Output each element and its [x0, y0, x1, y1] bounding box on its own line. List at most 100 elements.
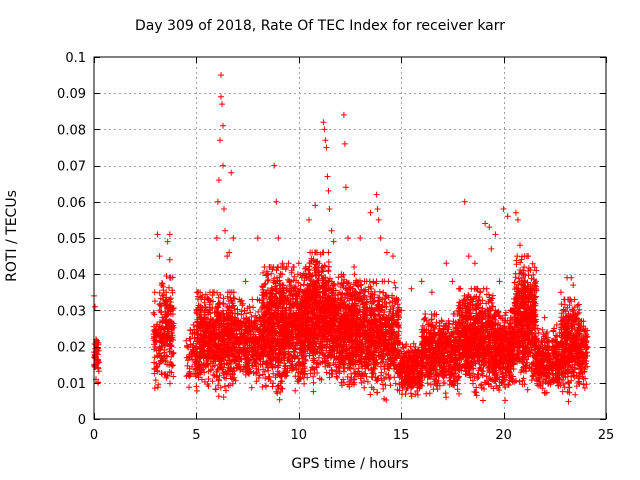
data-point	[163, 352, 169, 359]
data-point	[256, 372, 263, 379]
data-point	[184, 343, 191, 350]
data-point	[310, 379, 317, 386]
data-point	[230, 302, 237, 309]
data-point	[163, 289, 170, 296]
data-point	[217, 346, 224, 353]
data-point	[167, 295, 174, 302]
chart-title: Day 309 of 2018, Rate Of TEC Index for r…	[134, 18, 506, 34]
data-point	[161, 347, 168, 353]
data-point	[227, 294, 234, 301]
data-point	[216, 355, 223, 361]
data-point	[279, 271, 286, 278]
data-point	[290, 264, 297, 270]
data-point	[152, 377, 159, 384]
data-point	[246, 323, 253, 330]
data-point	[269, 383, 276, 390]
data-point	[211, 323, 218, 329]
data-point	[248, 384, 255, 391]
data-point	[274, 264, 281, 271]
data-point	[272, 351, 279, 358]
data-point	[272, 374, 279, 381]
data-point	[241, 352, 248, 359]
data-point	[206, 342, 213, 349]
data-point	[193, 344, 200, 351]
data-point	[229, 349, 235, 356]
data-point	[168, 305, 175, 312]
data-point	[232, 347, 239, 354]
data-point	[209, 305, 216, 312]
data-point	[247, 309, 254, 316]
data-point	[158, 343, 165, 350]
data-point	[246, 368, 253, 375]
data-point	[207, 334, 214, 341]
data-point	[211, 356, 218, 363]
data-point	[288, 269, 295, 276]
data-point	[231, 374, 238, 381]
data-point	[237, 344, 243, 351]
data-point	[164, 323, 171, 330]
data-point	[243, 315, 250, 322]
data-point	[230, 343, 237, 350]
data-point	[202, 291, 209, 298]
data-point	[292, 387, 299, 394]
data-point	[213, 308, 220, 315]
data-point	[169, 363, 175, 369]
data-point	[281, 360, 288, 367]
data-point	[198, 322, 205, 329]
data-point	[216, 301, 223, 307]
data-point	[227, 367, 233, 374]
data-point	[220, 349, 227, 355]
data-point	[169, 334, 176, 341]
data-point	[167, 319, 174, 326]
data-point	[236, 319, 243, 326]
data-point	[227, 321, 234, 328]
data-point	[225, 382, 232, 389]
data-point	[310, 388, 317, 395]
data-point	[185, 344, 192, 351]
data-point	[270, 370, 277, 377]
data-point	[234, 310, 241, 317]
data-point	[325, 268, 332, 275]
data-point	[242, 318, 249, 325]
data-point	[391, 374, 398, 381]
data-point	[200, 338, 207, 345]
data-point	[283, 372, 290, 379]
data-point	[407, 390, 414, 397]
data-point	[249, 335, 256, 342]
data-point	[187, 341, 194, 348]
data-point	[249, 326, 256, 333]
data-point	[236, 296, 243, 303]
data-point	[220, 394, 227, 401]
data-point	[215, 342, 222, 349]
data-point	[169, 289, 176, 296]
data-point	[229, 300, 236, 306]
data-point	[325, 259, 332, 265]
data-point	[202, 322, 209, 329]
data-point	[213, 374, 220, 381]
data-point	[164, 372, 171, 379]
data-point	[151, 298, 158, 305]
data-point	[252, 360, 258, 367]
data-point	[170, 320, 177, 327]
data-point	[253, 378, 260, 385]
data-point	[301, 380, 308, 387]
data-point	[201, 311, 208, 318]
data-point	[206, 351, 213, 358]
data-point	[154, 384, 161, 391]
data-point	[159, 296, 166, 303]
data-point	[250, 319, 257, 326]
data-point	[236, 361, 243, 368]
data-point	[159, 280, 166, 287]
data-point	[214, 318, 221, 325]
data-point	[225, 339, 232, 346]
data-point	[249, 296, 256, 303]
data-point	[187, 327, 194, 334]
data-point	[226, 353, 232, 360]
data-point	[166, 332, 172, 339]
data-point	[294, 271, 301, 278]
data-point	[162, 297, 169, 304]
data-point	[215, 326, 222, 333]
data-point	[237, 366, 243, 373]
data-point	[276, 396, 283, 403]
data-point	[223, 360, 230, 367]
